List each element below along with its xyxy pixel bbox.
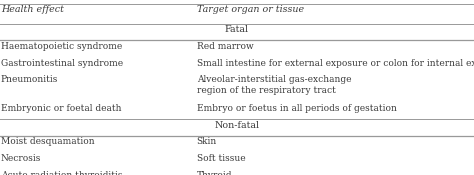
- Text: Red marrow: Red marrow: [197, 42, 254, 51]
- Text: Thyroid: Thyroid: [197, 171, 232, 175]
- Text: Skin: Skin: [197, 137, 217, 146]
- Text: Moist desquamation: Moist desquamation: [1, 137, 95, 146]
- Text: Small intestine for external exposure or colon for internal exposure: Small intestine for external exposure or…: [197, 59, 474, 68]
- Text: Soft tissue: Soft tissue: [197, 154, 246, 163]
- Text: Embryo or foetus in all periods of gestation: Embryo or foetus in all periods of gesta…: [197, 104, 397, 113]
- Text: Fatal: Fatal: [225, 25, 249, 34]
- Text: Health effect: Health effect: [1, 5, 64, 14]
- Text: Alveolar-interstitial gas-exchange
region of the respiratory tract: Alveolar-interstitial gas-exchange regio…: [197, 75, 351, 95]
- Text: Necrosis: Necrosis: [1, 154, 41, 163]
- Text: Gastrointestinal syndrome: Gastrointestinal syndrome: [1, 59, 123, 68]
- Text: Haematopoietic syndrome: Haematopoietic syndrome: [1, 42, 122, 51]
- Text: Acute radiation thyroiditis: Acute radiation thyroiditis: [1, 171, 122, 175]
- Text: Non-fatal: Non-fatal: [214, 121, 260, 130]
- Text: Target organ or tissue: Target organ or tissue: [197, 5, 304, 14]
- Text: Pneumonitis: Pneumonitis: [1, 75, 58, 84]
- Text: Embryonic or foetal death: Embryonic or foetal death: [1, 104, 121, 113]
